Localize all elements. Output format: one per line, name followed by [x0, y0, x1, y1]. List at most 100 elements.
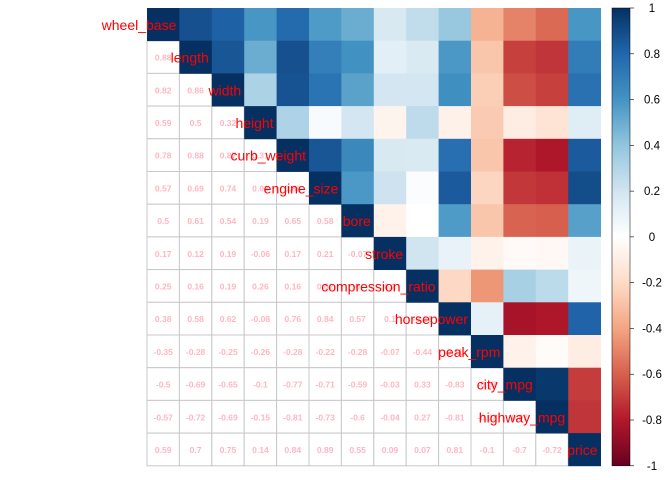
colorbar: 1 0.8 0.6 0.4 0.2 0 -0.2 -0.4 -0.6 -0.8 -1: [611, 3, 663, 473]
heatmap-cell: [406, 73, 439, 107]
lower-cell: [535, 432, 569, 467]
upper-triangle-heatmap: [147, 8, 601, 467]
correlation-value-label: 0.17: [155, 249, 172, 259]
heatmap-cell: [179, 8, 213, 42]
correlation-value-label: 0.1: [384, 314, 396, 324]
correlation-value-label: 0.16: [285, 281, 302, 291]
correlation-value-label: -0.73: [316, 412, 336, 422]
correlation-value-label: 0.57: [155, 183, 172, 193]
heatmap-cell: [438, 138, 472, 172]
correlation-value-label: -0.15: [251, 412, 271, 422]
heatmap-cell: [341, 8, 375, 42]
variable-label: highway_mpg: [479, 409, 565, 425]
lower-cell: [211, 301, 245, 336]
correlation-value-label: 0.5: [190, 118, 202, 128]
lower-cell: [211, 399, 245, 434]
variable-label: engine_size: [264, 180, 339, 196]
heatmap-cell: [568, 138, 601, 172]
lower-cell: [438, 432, 472, 467]
lower-cell: [243, 367, 278, 401]
lower-cell: [178, 138, 213, 173]
correlation-value-label: 0.89: [317, 445, 334, 455]
correlation-value-label: 0: [355, 281, 360, 291]
heatmap-cell: [535, 269, 569, 303]
lower-cell: [276, 432, 310, 467]
diagonal-cell: [438, 302, 472, 336]
diagonal-cell: [147, 8, 180, 42]
heatmap-cell: [373, 8, 407, 42]
lower-cell: [276, 236, 310, 271]
heatmap-cell: [373, 171, 407, 205]
diagonal-cell: [276, 138, 310, 172]
colorbar-gradient: [611, 7, 631, 467]
heatmap-cell: [471, 8, 504, 42]
heatmap-cell: [503, 171, 537, 205]
correlation-value-label: -0.35: [154, 347, 174, 357]
heatmap-cell: [568, 171, 601, 205]
heatmap-cell: [438, 171, 472, 205]
correlation-value-label: 0.82: [155, 85, 172, 95]
diagonal-cell: [406, 269, 439, 303]
lower-cell: [276, 367, 310, 401]
heatmap-cell: [471, 171, 504, 205]
heatmap-cell: [568, 73, 601, 107]
heatmap-cell: [244, 73, 277, 107]
correlation-value-label: -0.57: [154, 412, 174, 422]
lower-cell: [178, 367, 213, 401]
heatmap-cell: [276, 8, 310, 42]
heatmap-cell: [309, 138, 342, 172]
lower-cell: [276, 269, 310, 303]
correlation-value-label: -0.06: [251, 249, 271, 259]
correlation-value-label: 0.32: [220, 118, 237, 128]
lower-cell: [146, 138, 180, 173]
correlation-value-label: 0.84: [285, 445, 302, 455]
variable-label: width: [208, 82, 242, 98]
correlation-value-label: 0.65: [285, 216, 302, 226]
correlation-value-label: -0.6: [350, 412, 365, 422]
lower-cell: [146, 72, 180, 107]
diagonal-cell: [211, 73, 245, 107]
heatmap-cell: [535, 73, 569, 107]
variable-label: peak_rpm: [438, 344, 500, 360]
lower-cell: [146, 40, 180, 74]
heatmap-cell: [211, 40, 245, 74]
correlation-value-label: -0.71: [316, 380, 336, 390]
colorbar-tick-label: -0.2: [642, 278, 662, 290]
correlation-value-label: -0.7: [512, 445, 527, 455]
lower-cell: [340, 269, 375, 303]
heatmap-cell: [568, 302, 601, 336]
correlation-value-label: -0.22: [316, 347, 336, 357]
correlation-value-label: 0.07: [414, 445, 431, 455]
correlation-value-label: 0.19: [220, 249, 237, 259]
correlation-value-label: 0.58: [317, 216, 334, 226]
heatmap-cell: [471, 40, 504, 74]
variable-label: curb_weight: [231, 148, 307, 164]
heatmap-cell: [471, 138, 504, 172]
heatmap-cell: [244, 8, 277, 42]
lower-cell: [146, 171, 180, 205]
lower-cell: [243, 269, 278, 303]
heatmap-cell: [535, 302, 569, 336]
variable-label: price: [567, 442, 598, 458]
lower-cell: [178, 236, 213, 271]
lower-cell: [373, 269, 407, 303]
heatmap-cell: [276, 40, 310, 74]
correlation-value-label: 0.11: [447, 347, 463, 357]
lower-cell: [146, 301, 180, 336]
heatmap-cell: [471, 106, 504, 140]
lower-cell: [146, 269, 180, 303]
heatmap-cell: [373, 73, 407, 107]
heatmap-cell: [373, 106, 407, 140]
heatmap-cell: [341, 138, 375, 172]
correlation-value-label: -0.1: [253, 380, 268, 390]
correlation-value-label: 0.33: [414, 380, 431, 390]
lower-cell: [340, 399, 375, 434]
heatmap-cell: [471, 73, 504, 107]
lower-cell: [146, 203, 180, 238]
colorbar-tick-label: 0.2: [644, 186, 660, 198]
heatmap-cell: [503, 73, 537, 107]
diagonal-cell: [568, 433, 601, 467]
heatmap-cell: [373, 204, 407, 238]
correlation-value-label: 0.86: [285, 183, 302, 193]
heatmap-cell: [406, 8, 439, 42]
